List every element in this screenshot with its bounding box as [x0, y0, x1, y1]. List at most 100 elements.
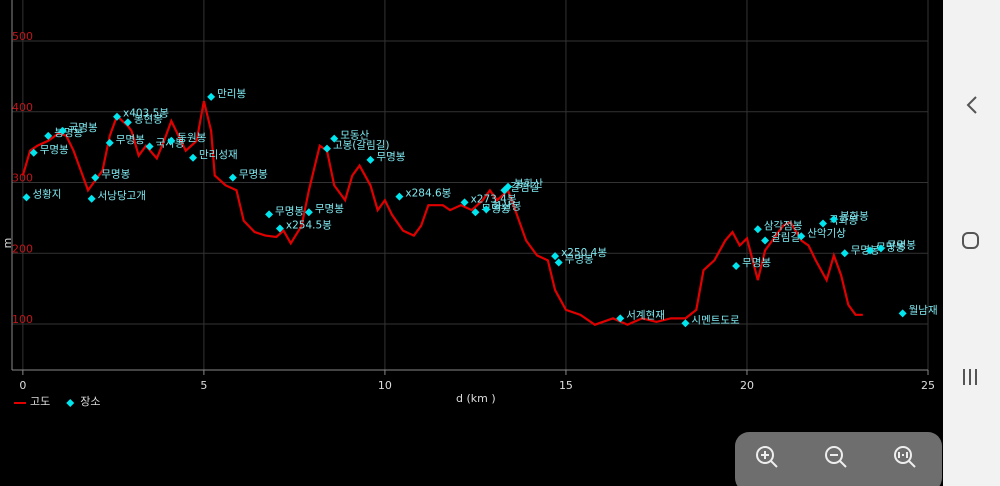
place-label: 무명봉: [887, 239, 916, 251]
place-label: 무명봉: [481, 203, 510, 215]
place-marker: [330, 134, 339, 143]
legend-swatch: [66, 399, 75, 407]
place-marker: [44, 131, 53, 140]
place-label: 화산봉: [492, 200, 521, 212]
place-label: 무명봉: [742, 257, 771, 269]
place-label: 만리봉: [217, 88, 246, 100]
place-label: 무명봉: [239, 169, 268, 181]
place-marker: [898, 309, 907, 318]
place-label: 고봉(갈림길): [333, 139, 390, 152]
place-marker: [504, 182, 513, 191]
x-tick-label: 0: [19, 379, 26, 392]
place-marker: [829, 215, 838, 224]
x-axis-label: d (km ): [456, 392, 496, 405]
nav-bar: [943, 0, 1000, 486]
x-tick-label: 15: [559, 379, 573, 392]
zoom-in[interactable]: [756, 446, 778, 468]
place-label: 서낭당고개: [98, 190, 146, 202]
place-label: x250.4봉: [561, 247, 607, 259]
back-button[interactable]: [966, 96, 977, 114]
place-label: 산악기상: [807, 227, 846, 239]
place-marker: [112, 112, 121, 121]
x-tick-label: 10: [378, 379, 392, 392]
place-marker: [189, 153, 198, 162]
place-marker: [322, 144, 331, 153]
zoom-panel: [735, 432, 942, 486]
place-label: 성황지: [32, 188, 61, 200]
place-label: 무명봉: [275, 205, 304, 217]
y-tick-label: 200: [12, 242, 33, 255]
place-label: 시멘트도로: [691, 314, 740, 326]
place-marker: [265, 210, 274, 219]
place-label: 무명봉: [116, 134, 145, 146]
place-label: 서계현재: [626, 309, 665, 321]
place-marker: [207, 92, 216, 101]
place-label: 무명봉: [101, 169, 130, 181]
place-marker: [395, 192, 404, 201]
place-marker: [753, 225, 762, 234]
y-tick-label: 400: [12, 101, 33, 114]
place-marker: [228, 173, 237, 182]
place-marker: [123, 118, 132, 127]
place-label: 동원봉: [177, 132, 206, 144]
place-marker: [819, 219, 828, 228]
place-marker: [304, 208, 313, 217]
place-label: 무명봉: [565, 253, 594, 265]
y-tick-label: 300: [12, 172, 33, 185]
place-label: 무명봉: [876, 241, 905, 253]
zoom-out[interactable]: [825, 446, 847, 468]
place-label: 삼각점봉: [764, 220, 803, 232]
place-marker: [29, 148, 38, 157]
place-label: x273.4봉: [471, 193, 517, 205]
place-marker: [551, 252, 560, 261]
place-marker: [840, 249, 849, 258]
legend-label: 고도: [30, 395, 50, 408]
elevation-line: [21, 100, 863, 326]
place-marker: [797, 232, 806, 241]
place-label: 만리성재: [199, 149, 238, 161]
y-tick-label: 500: [12, 30, 33, 43]
place-marker: [482, 205, 491, 214]
place-label: x284.6봉: [405, 188, 451, 200]
place-label: 무명봉: [851, 244, 880, 256]
place-label: 갈림길: [510, 180, 539, 193]
x-tick-label: 5: [200, 379, 207, 392]
place-marker: [91, 173, 100, 182]
place-label: x403.5봉: [123, 108, 169, 120]
place-marker: [732, 262, 741, 271]
x-tick-label: 25: [921, 379, 935, 392]
place-label: 국화봉: [829, 215, 858, 227]
place-label: 월남재: [909, 304, 938, 316]
place-label: 갈림길: [771, 231, 800, 244]
place-label: 봉화산: [514, 178, 543, 190]
place-label: 봉현봉: [134, 113, 163, 125]
place-label: 모동산: [340, 130, 369, 142]
place-marker: [87, 194, 96, 203]
place-marker: [167, 136, 176, 145]
home-button[interactable]: [962, 232, 979, 249]
place-marker: [616, 314, 625, 323]
place-marker: [58, 126, 67, 135]
x-tick-label: 20: [740, 379, 754, 392]
place-marker: [761, 236, 770, 245]
recents-button[interactable]: [963, 369, 977, 385]
place-label: 봉화봉: [840, 210, 869, 222]
place-marker: [460, 198, 469, 207]
place-label: 국명봉: [69, 122, 98, 134]
y-axis-label: m: [1, 238, 14, 249]
place-marker: [866, 246, 875, 255]
place-label: 무명봉: [315, 203, 344, 215]
place-marker: [681, 319, 690, 328]
zoom-fit[interactable]: [894, 446, 916, 468]
legend-label: 장소: [80, 395, 100, 408]
place-marker: [145, 142, 154, 151]
place-marker: [554, 258, 563, 267]
y-tick-label: 100: [12, 313, 33, 326]
place-label: 무명봉: [40, 144, 69, 156]
place-marker: [366, 155, 375, 164]
place-marker: [471, 208, 480, 217]
place-marker: [275, 224, 284, 233]
place-marker: [105, 138, 114, 147]
place-label: 무명봉: [376, 151, 405, 163]
